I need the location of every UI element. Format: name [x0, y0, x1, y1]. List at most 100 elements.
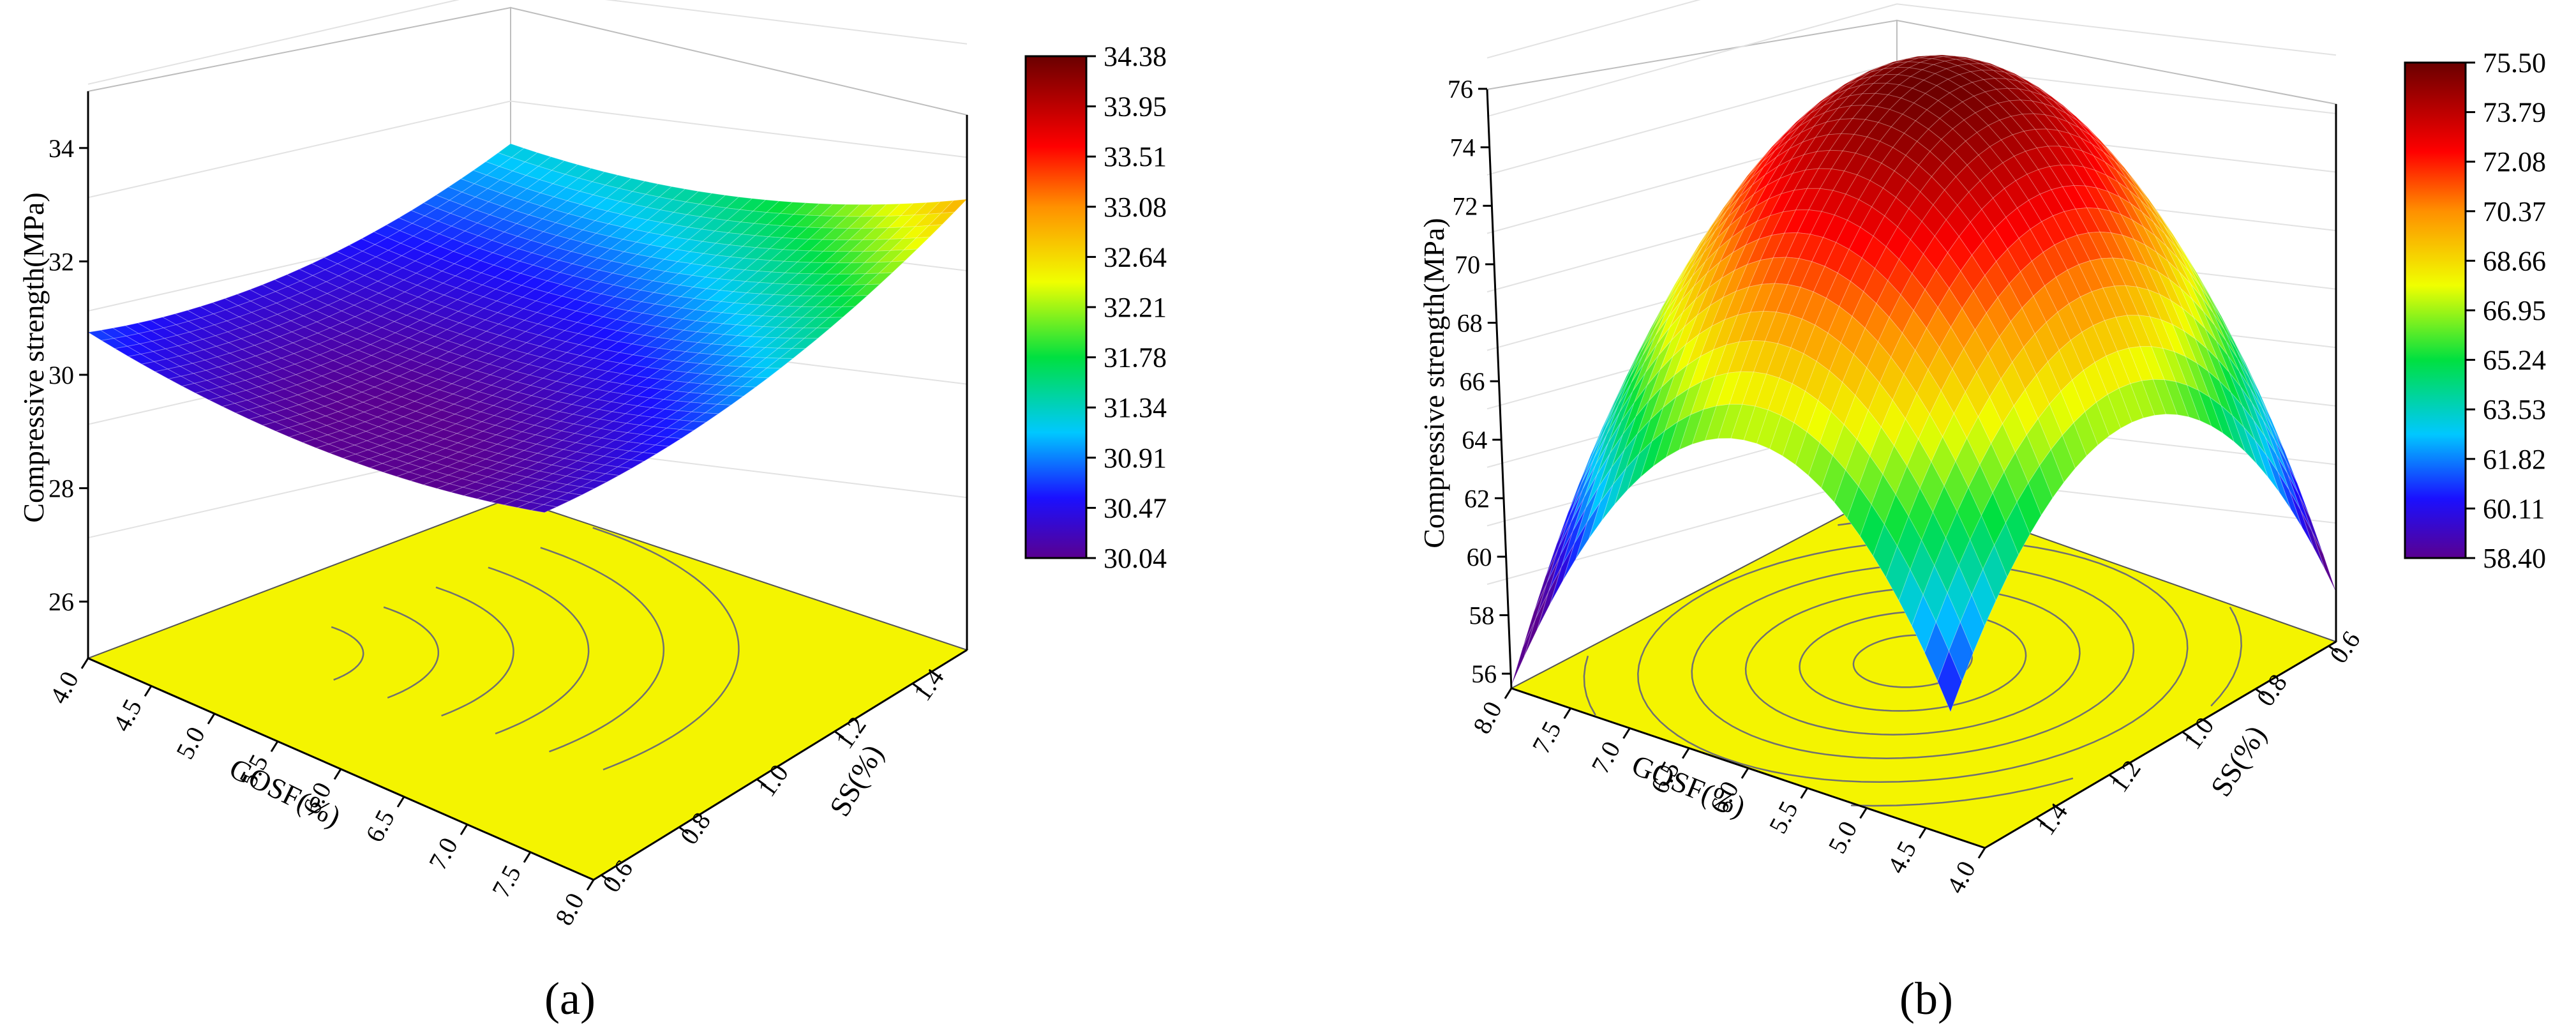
z-axis-ticks: 56 58 60 62 64 66 68 70 72 74 76: [1448, 75, 1511, 688]
colorbar-tick-label: 73.79: [2483, 97, 2546, 128]
surface-cell: [2141, 379, 2167, 416]
x-tick-label: 7.5: [486, 861, 527, 902]
floor-contours: [1583, 515, 2242, 807]
x-tick-mark: [1977, 847, 1986, 859]
x-tick-label: 8.0: [550, 888, 590, 930]
grid-line: [87, 0, 968, 85]
contour-line: [383, 606, 440, 699]
surface-cell: [1982, 544, 2008, 601]
x-tick-mark: [80, 658, 89, 669]
response-surface: [87, 143, 968, 513]
x-tick-mark: [1504, 688, 1513, 699]
colorbar-tick-label: 61.82: [2483, 444, 2546, 475]
y-axis-title: SS(%): [823, 739, 889, 822]
y-tick-mark: [2035, 817, 2046, 826]
x-tick-label: 7.5: [1526, 716, 1566, 758]
axes-frame: [87, 91, 968, 881]
colorbar-tick-label: 31.34: [1104, 392, 1167, 423]
contour-line: [1851, 777, 2074, 807]
x-tick-mark: [1800, 787, 1809, 799]
y-tick-mark: [2255, 688, 2265, 697]
y-tick-mark: [911, 683, 922, 691]
surface-cell: [2073, 411, 2099, 457]
x-tick-mark: [586, 879, 595, 891]
response-surface: [1511, 54, 2337, 713]
grid-line: [1486, 3, 2337, 117]
panel-label-b: (b): [1899, 973, 1953, 1024]
z-tick-label: 66: [1460, 367, 1485, 396]
contour-line: [331, 626, 364, 681]
y-tick-mark: [601, 874, 611, 882]
x-tick-mark: [396, 796, 405, 808]
floor-contours: [331, 527, 740, 771]
surface-cell: [1937, 650, 1963, 713]
contour-line: [1583, 655, 1596, 716]
x-tick-mark: [1563, 707, 1572, 720]
y-tick-mark: [834, 730, 844, 739]
z-axis-title: Compressive strength(MPa): [17, 192, 50, 522]
grid-line: [87, 100, 968, 199]
x-tick-mark: [1622, 727, 1631, 739]
contour-line: [592, 527, 740, 771]
y-tick-mark: [678, 826, 689, 835]
z-tick-label: 64: [1462, 426, 1487, 455]
z-tick-label: 30: [49, 361, 74, 389]
axes-frame: [1486, 89, 2337, 849]
contour-line: [488, 566, 590, 735]
colorbar-tick-label: 58.40: [2483, 543, 2546, 574]
x-tick-mark: [1741, 767, 1749, 779]
x-tick-label: 7.0: [423, 833, 463, 874]
y-tick-mark: [2108, 774, 2119, 782]
z-tick-label: 58: [1469, 601, 1494, 630]
y-tick-mark: [756, 778, 767, 787]
colorbar-tick-label: 65.24: [2483, 345, 2546, 376]
contour-line: [1799, 610, 2027, 712]
colorbar-tick-label: 31.78: [1104, 342, 1167, 374]
x-tick-mark: [1918, 827, 1927, 839]
contour-line: [1744, 587, 2081, 736]
z-tick-label: 74: [1450, 133, 1476, 162]
grid-line: [1486, 0, 1701, 59]
colorbar-tick-label: 66.95: [2483, 295, 2546, 326]
x-tick-label: 4.5: [1882, 836, 1922, 878]
x-tick-label: 8.0: [1467, 697, 1508, 738]
contour-line: [1691, 563, 2135, 759]
x-tick-label: 7.0: [1585, 737, 1626, 778]
x-tick-label: 6.5: [360, 805, 400, 847]
x-tick-mark: [207, 713, 216, 725]
colorbar-tick-label: 75.50: [2483, 47, 2546, 79]
colorbar-tick-label: 72.08: [2483, 146, 2546, 178]
colorbar-tick-label: 34.38: [1104, 41, 1167, 72]
contour-line: [435, 586, 514, 717]
panel-label-a: (a): [544, 973, 595, 1024]
z-axis-ticks: 26 28 30 32 34: [49, 134, 88, 616]
x-tick-mark: [333, 768, 342, 780]
z-tick-label: 70: [1455, 250, 1480, 279]
surface-cell: [2050, 434, 2076, 483]
x-tick-label: 5.0: [1822, 817, 1862, 858]
colorbar-tick-label: 30.47: [1104, 492, 1167, 524]
x-tick-label: 5.0: [170, 722, 211, 764]
contour-line: [2210, 607, 2242, 707]
surface-cell: [2300, 509, 2325, 570]
surface-cell: [2209, 396, 2235, 443]
y-tick-mark: [2328, 645, 2339, 653]
colorbar-tick-label: 32.21: [1104, 292, 1167, 323]
contour-line: [1852, 634, 1973, 688]
surface-cell: [2107, 388, 2132, 429]
colorbar-tick-label: 33.51: [1104, 141, 1167, 172]
z-tick-label: 68: [1457, 309, 1483, 338]
x-tick-mark: [1681, 747, 1690, 759]
contour-line: [540, 547, 665, 753]
z-tick-label: 62: [1464, 484, 1490, 513]
colorbar-ticks: 34.38 33.95 33.51 33.08 32.64 32.21 31.78 31.34…: [1086, 41, 1167, 574]
z-tick-label: 34: [49, 134, 74, 163]
surface-cell: [2016, 482, 2042, 535]
colorbar-ticks: 75.50 73.79 72.08 70.37 68.66 66.95 65.24 63.53…: [2466, 47, 2546, 574]
x-tick-mark: [523, 851, 532, 863]
colorbar-tick-label: 33.08: [1104, 192, 1167, 223]
colorbar-tick-label: 32.64: [1104, 241, 1167, 273]
